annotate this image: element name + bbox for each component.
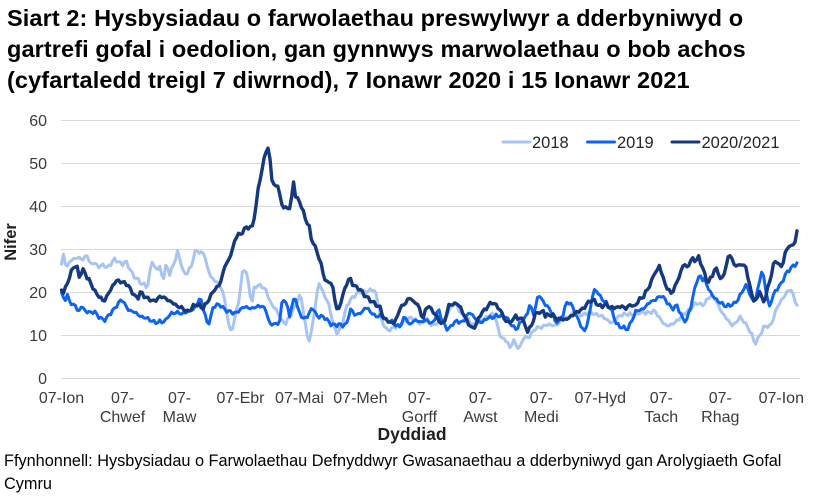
svg-text:07-: 07- xyxy=(530,390,553,407)
svg-text:07-Ebr: 07-Ebr xyxy=(216,390,265,407)
svg-text:07-Hyd: 07-Hyd xyxy=(575,390,627,407)
svg-text:2018: 2018 xyxy=(532,134,569,152)
svg-text:07-: 07- xyxy=(111,390,134,407)
svg-text:07-: 07- xyxy=(168,390,191,407)
svg-text:40: 40 xyxy=(29,199,47,216)
svg-text:07-Ion: 07-Ion xyxy=(39,390,84,407)
svg-text:Chwef: Chwef xyxy=(100,409,146,426)
svg-text:07-Mai: 07-Mai xyxy=(275,390,324,407)
svg-text:2019: 2019 xyxy=(617,134,654,152)
svg-text:Dyddiad: Dyddiad xyxy=(377,424,446,444)
svg-text:30: 30 xyxy=(29,242,47,259)
svg-text:07-Ion: 07-Ion xyxy=(759,390,804,407)
svg-text:Awst: Awst xyxy=(463,409,498,426)
svg-text:Medi: Medi xyxy=(524,409,559,426)
svg-text:20: 20 xyxy=(29,285,47,302)
svg-text:2020/2021: 2020/2021 xyxy=(702,134,780,152)
svg-text:10: 10 xyxy=(29,328,47,345)
svg-text:07-: 07- xyxy=(408,390,431,407)
svg-text:Nifer: Nifer xyxy=(2,223,20,261)
svg-text:50: 50 xyxy=(29,156,47,173)
svg-text:Gorff: Gorff xyxy=(402,409,438,426)
svg-text:07-: 07- xyxy=(650,390,673,407)
svg-text:60: 60 xyxy=(29,113,47,130)
svg-text:07-: 07- xyxy=(469,390,492,407)
svg-text:Rhag: Rhag xyxy=(701,409,739,426)
svg-text:0: 0 xyxy=(38,371,47,388)
svg-text:07-Meh: 07-Meh xyxy=(333,390,387,407)
svg-text:07-: 07- xyxy=(709,390,732,407)
svg-text:Tach: Tach xyxy=(644,409,678,426)
svg-text:Maw: Maw xyxy=(163,409,197,426)
